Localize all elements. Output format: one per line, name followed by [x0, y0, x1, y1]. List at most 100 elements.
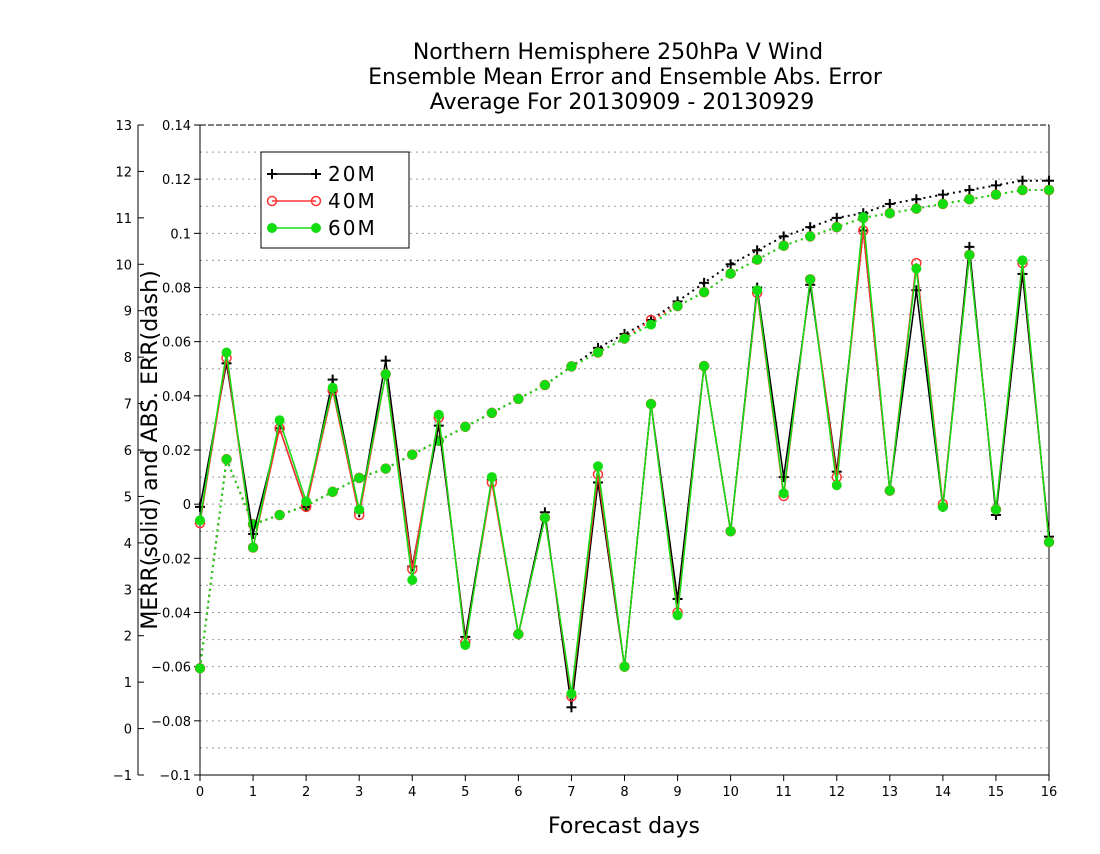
legend-marker	[310, 195, 322, 207]
abs-err-point-60M	[725, 268, 736, 279]
title-line-1: Northern Hemisphere 250hPa V Wind	[413, 40, 823, 65]
y-left-tick-label: 11	[115, 212, 132, 227]
series-60M-abs-err	[195, 185, 1054, 674]
merr-point-60M	[327, 382, 338, 393]
merr-point-60M	[460, 640, 471, 650]
x-tick-label: 15	[988, 785, 1005, 800]
merr-line-40M	[199, 230, 1050, 697]
series-60M-merr	[195, 212, 1054, 699]
x-tick-label: 14	[935, 785, 952, 800]
y-right-tick-label: 0.02	[162, 444, 191, 459]
y-left-tick-label: 4	[124, 537, 132, 552]
legend-marker	[267, 169, 277, 179]
merr-point-60M	[937, 501, 948, 512]
merr-point-60M	[911, 263, 922, 274]
y-left-tick-label: 0	[124, 723, 132, 738]
x-tick-label: 16	[1041, 785, 1058, 800]
abs-err-point-20M	[884, 198, 895, 209]
legend-label: 20M	[328, 162, 377, 186]
y-left-tick-label: 7	[124, 398, 132, 413]
abs-err-point-60M	[327, 486, 338, 497]
abs-err-line-60M	[199, 189, 1049, 669]
abs-err-point-60M	[486, 407, 497, 418]
abs-err-point-60M	[274, 510, 285, 520]
legend-marker	[266, 195, 278, 207]
abs-err-point-20M	[990, 180, 1001, 191]
merr-point-60M	[725, 526, 736, 537]
abs-err-line-40M	[199, 189, 1049, 669]
merr-point-60M	[1044, 537, 1054, 548]
merr-point-60M	[221, 347, 232, 358]
abs-err-point-60M	[990, 189, 1001, 200]
x-tick-label: 7	[567, 785, 575, 800]
merr-point-60M	[380, 369, 391, 380]
y-right-tick-label: 0.12	[162, 173, 191, 188]
legend-marker	[267, 223, 277, 233]
y-right-tick-label: 0.06	[162, 336, 191, 351]
x-tick-label: 11	[775, 785, 792, 800]
x-tick-label: 10	[722, 785, 739, 800]
merr-point-20M	[778, 472, 789, 483]
x-axis-label: Forecast days	[548, 814, 700, 839]
x-tick-label: 12	[828, 785, 845, 800]
abs-err-point-60M	[460, 421, 471, 432]
y-left-tick-label: 10	[115, 258, 132, 273]
x-tick-label: 2	[302, 785, 310, 800]
legend-box	[260, 151, 410, 249]
abs-err-point-60M	[1017, 185, 1028, 195]
abs-err-point-60M	[195, 663, 205, 674]
merr-point-60M	[248, 542, 259, 553]
y-right-tick-label: −0.04	[151, 607, 191, 622]
x-tick-label: 0	[196, 785, 204, 800]
merr-point-60M	[990, 504, 1001, 515]
abs-err-point-60M	[354, 472, 365, 483]
legend: 20M 40M 60M	[260, 151, 410, 249]
merr-point-20M	[380, 355, 391, 366]
y-left-tick-label: 2	[124, 630, 132, 645]
merr-point-40M	[858, 225, 869, 236]
abs-err-point-60M	[407, 449, 418, 460]
abs-err-point-60M	[1044, 185, 1054, 195]
abs-err-point-20M	[1044, 175, 1054, 186]
merr-point-60M	[195, 515, 205, 526]
legend-marker	[311, 223, 321, 233]
merr-point-60M	[433, 409, 444, 420]
abs-err-point-60M	[513, 393, 524, 404]
abs-err-point-60M	[911, 203, 922, 214]
legend-item-60M: 60M	[267, 216, 375, 240]
y-right-tick-label: 0	[183, 498, 191, 513]
axes: 0 1 2 3 4 5 6 7 8 9 10 11 12 13 14 15 16−101234567891011…	[113, 119, 1057, 800]
abs-err-point-60M	[884, 208, 895, 219]
chart-title: Northern Hemisphere 250hPa V Wind Ensemb…	[368, 40, 883, 115]
merr-point-60M	[513, 629, 524, 640]
y-left-tick-label: 1	[124, 676, 132, 691]
merr-point-60M	[354, 504, 365, 515]
x-tick-label: 5	[461, 785, 469, 800]
y-right-tick-label: −0.08	[151, 715, 191, 730]
abs-err-point-60M	[964, 194, 975, 205]
title-line-3: Average For 20130909 - 20130929	[430, 90, 815, 115]
abs-err-point-20M	[831, 212, 842, 223]
abs-err-point-20M	[937, 189, 948, 200]
abs-err-point-60M	[592, 347, 603, 358]
abs-err-point-60M	[221, 454, 232, 465]
abs-err-point-60M	[566, 361, 577, 372]
abs-err-point-20M	[1017, 175, 1028, 186]
merr-point-60M	[619, 661, 630, 672]
y-right-tick-label: 0.04	[162, 390, 191, 405]
merr-point-20M	[566, 702, 577, 713]
legend-item-20M: 20M	[267, 162, 377, 186]
merr-point-60M	[752, 285, 763, 296]
series-40M-merr	[194, 225, 1055, 702]
y-right-tick-label: 0.14	[162, 119, 191, 134]
merr-point-60M	[566, 688, 577, 699]
abs-err-point-20M	[725, 259, 736, 270]
y-right-tick-label: −0.02	[151, 552, 191, 567]
abs-err-point-60M	[619, 333, 630, 344]
abs-err-point-60M	[805, 231, 816, 242]
x-tick-label: 9	[673, 785, 681, 800]
abs-err-point-60M	[646, 319, 657, 330]
merr-point-60M	[646, 398, 657, 409]
abs-err-point-20M	[752, 245, 763, 256]
